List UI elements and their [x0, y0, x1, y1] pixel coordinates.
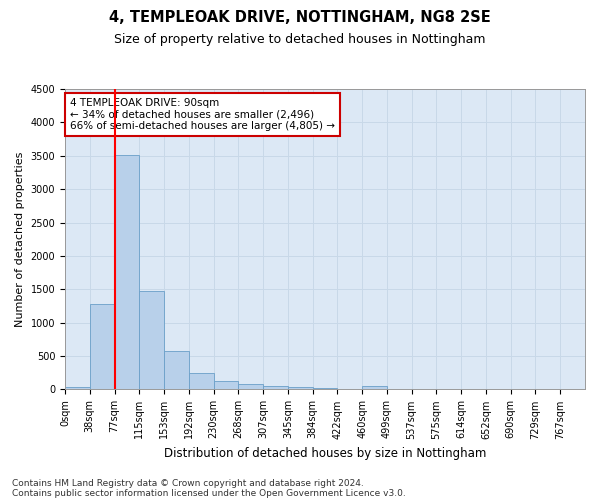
- Text: Contains HM Land Registry data © Crown copyright and database right 2024.: Contains HM Land Registry data © Crown c…: [12, 478, 364, 488]
- Bar: [90, 304, 115, 390]
- Bar: [263, 386, 288, 390]
- Text: 4 TEMPLEOAK DRIVE: 90sqm
← 34% of detached houses are smaller (2,496)
66% of sem: 4 TEMPLEOAK DRIVE: 90sqm ← 34% of detach…: [70, 98, 335, 131]
- Bar: [288, 387, 313, 390]
- Bar: [164, 351, 189, 390]
- Text: Size of property relative to detached houses in Nottingham: Size of property relative to detached ho…: [114, 32, 486, 46]
- Bar: [362, 386, 387, 390]
- Bar: [189, 374, 214, 390]
- Text: Contains public sector information licensed under the Open Government Licence v3: Contains public sector information licen…: [12, 488, 406, 498]
- Bar: [139, 290, 164, 390]
- Bar: [65, 387, 90, 390]
- Bar: [214, 382, 238, 390]
- Bar: [238, 384, 263, 390]
- Y-axis label: Number of detached properties: Number of detached properties: [15, 152, 25, 327]
- Bar: [313, 388, 337, 390]
- X-axis label: Distribution of detached houses by size in Nottingham: Distribution of detached houses by size …: [164, 447, 486, 460]
- Text: 4, TEMPLEOAK DRIVE, NOTTINGHAM, NG8 2SE: 4, TEMPLEOAK DRIVE, NOTTINGHAM, NG8 2SE: [109, 10, 491, 25]
- Bar: [115, 155, 139, 390]
